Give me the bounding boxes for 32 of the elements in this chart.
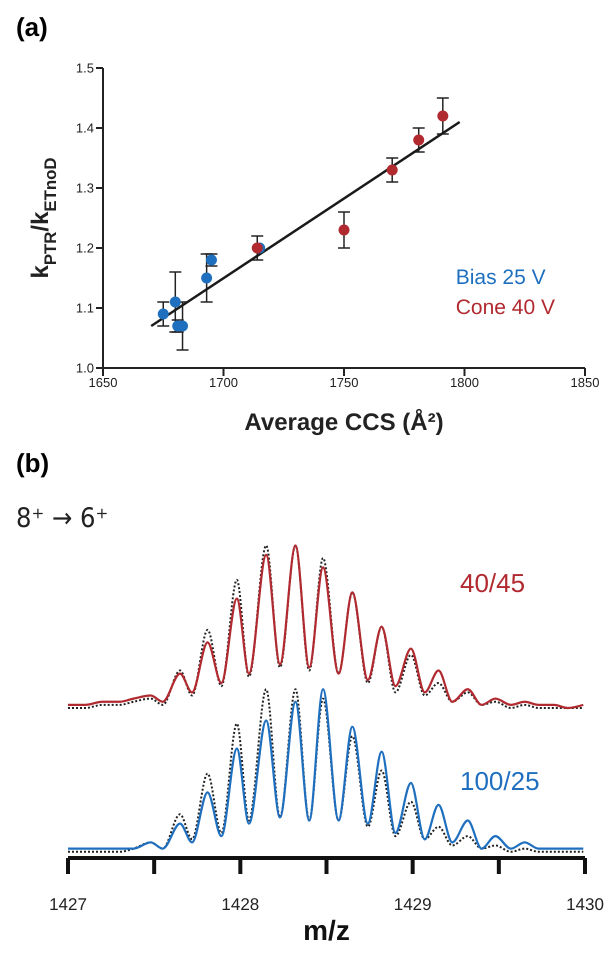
x-tick-label: 1700 — [209, 375, 238, 390]
x-tick-label: 1800 — [450, 375, 479, 390]
x-tick-label: 1430 — [566, 895, 604, 914]
point — [437, 110, 448, 122]
y-tick-label: 1.3 — [76, 180, 94, 196]
y-tick-label: 1.1 — [76, 300, 94, 316]
chart-title: (a) — [16, 12, 48, 43]
point — [338, 224, 350, 236]
x-tick-label: 1429 — [394, 895, 432, 914]
x-axis-title: m/z — [303, 915, 350, 946]
y-tick-label: 1.5 — [76, 60, 94, 76]
text: Bias 25 V — [456, 265, 547, 291]
y-tick-label: 1.2 — [76, 240, 94, 256]
point — [158, 308, 169, 320]
x-tick-label: 1428 — [221, 895, 260, 914]
x-tick-label: 1427 — [49, 895, 87, 914]
point — [413, 134, 424, 146]
series-label: 100/25 — [460, 766, 540, 797]
text: Cone 40 V — [456, 295, 555, 321]
y-tick-label: 1.0 — [76, 360, 94, 376]
point — [201, 272, 212, 284]
y-tick-label: 1.4 — [76, 120, 94, 136]
x-tick-label: 1750 — [330, 375, 358, 390]
x-tick-label: 1850 — [570, 375, 600, 390]
point — [386, 164, 398, 176]
point — [170, 296, 181, 308]
x-tick-label: 1650 — [88, 375, 118, 390]
text: 40/45 — [460, 568, 526, 599]
point — [252, 242, 263, 254]
x-axis-title: Average CCS (Å²) — [244, 408, 444, 436]
text: 8⁺ → 6⁺ — [16, 503, 108, 534]
chart-title: (b) — [16, 448, 50, 479]
